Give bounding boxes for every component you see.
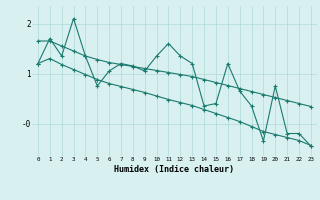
X-axis label: Humidex (Indice chaleur): Humidex (Indice chaleur) [115,165,234,174]
